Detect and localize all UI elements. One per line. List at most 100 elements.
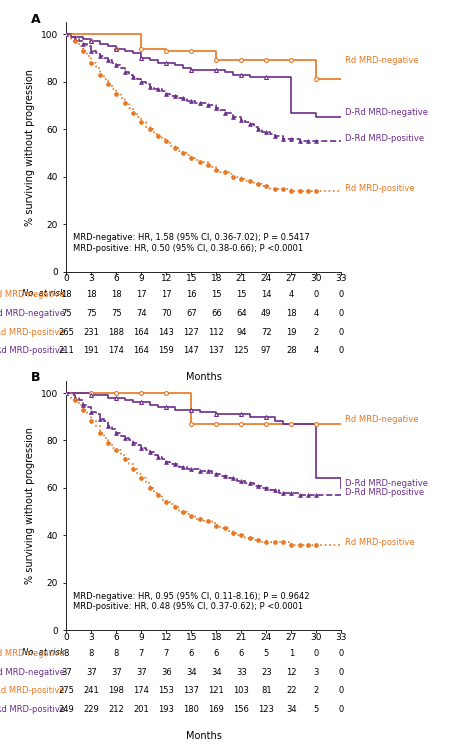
Text: 137: 137 xyxy=(208,346,224,355)
Text: 49: 49 xyxy=(261,309,272,318)
Text: 18: 18 xyxy=(61,291,72,300)
Text: 153: 153 xyxy=(158,686,174,695)
Text: 37: 37 xyxy=(111,667,122,676)
Text: 180: 180 xyxy=(183,705,199,714)
Y-axis label: % surviving without progression: % surviving without progression xyxy=(25,427,35,584)
Text: 241: 241 xyxy=(83,686,99,695)
Text: 28: 28 xyxy=(286,346,297,355)
Text: 24: 24 xyxy=(261,274,272,283)
Text: Rd MRD-negative: Rd MRD-negative xyxy=(0,649,65,658)
Text: Rd MRD-positive: Rd MRD-positive xyxy=(0,686,65,695)
Text: 127: 127 xyxy=(183,327,199,336)
Text: 3: 3 xyxy=(314,667,319,676)
Text: 33: 33 xyxy=(236,667,246,676)
Text: 164: 164 xyxy=(133,346,149,355)
Text: 147: 147 xyxy=(183,346,199,355)
Text: 8: 8 xyxy=(64,649,69,658)
Text: 0: 0 xyxy=(338,667,344,676)
Text: 0: 0 xyxy=(338,686,344,695)
Text: 4: 4 xyxy=(314,309,319,318)
Text: 3: 3 xyxy=(89,633,94,642)
Text: 15: 15 xyxy=(186,274,197,283)
Text: 7: 7 xyxy=(139,649,144,658)
Text: 159: 159 xyxy=(158,346,174,355)
Text: 8: 8 xyxy=(89,649,94,658)
Text: 231: 231 xyxy=(83,327,99,336)
Text: MRD-negative: HR, 1.58 (95% CI, 0.36-7.02); P = 0.5417
MRD-positive: HR, 0.50 (9: MRD-negative: HR, 1.58 (95% CI, 0.36-7.0… xyxy=(73,233,310,252)
Text: 16: 16 xyxy=(186,291,197,300)
Text: A: A xyxy=(31,13,40,25)
Text: 30: 30 xyxy=(310,274,322,283)
Text: Rd MRD-positive: Rd MRD-positive xyxy=(346,538,415,547)
Text: 74: 74 xyxy=(136,309,146,318)
Text: 18: 18 xyxy=(210,633,222,642)
Text: 34: 34 xyxy=(211,667,222,676)
Text: 121: 121 xyxy=(209,686,224,695)
Text: 0: 0 xyxy=(314,291,319,300)
Text: 36: 36 xyxy=(161,667,172,676)
Text: 17: 17 xyxy=(161,291,172,300)
Text: D-Rd MRD-negative: D-Rd MRD-negative xyxy=(0,309,65,318)
Text: 0: 0 xyxy=(64,633,69,642)
Text: 33: 33 xyxy=(336,274,347,283)
Text: 4: 4 xyxy=(289,291,294,300)
Text: 12: 12 xyxy=(286,667,297,676)
Text: D-Rd MRD-positive: D-Rd MRD-positive xyxy=(346,488,425,497)
Text: Months: Months xyxy=(186,372,222,382)
Text: Rd MRD-positive: Rd MRD-positive xyxy=(0,327,65,336)
Text: 72: 72 xyxy=(261,327,272,336)
Text: 249: 249 xyxy=(58,705,74,714)
Text: 34: 34 xyxy=(186,667,197,676)
Text: 66: 66 xyxy=(211,309,222,318)
Text: Rd MRD-negative: Rd MRD-negative xyxy=(0,291,65,300)
Text: 37: 37 xyxy=(86,667,97,676)
Text: 137: 137 xyxy=(183,686,200,695)
Text: 18: 18 xyxy=(210,274,222,283)
Text: 193: 193 xyxy=(158,705,174,714)
Text: 19: 19 xyxy=(286,327,297,336)
Text: 27: 27 xyxy=(286,633,297,642)
Text: B: B xyxy=(31,372,40,384)
Text: 14: 14 xyxy=(261,291,272,300)
Text: 5: 5 xyxy=(314,705,319,714)
Text: 0: 0 xyxy=(64,274,69,283)
Text: Months: Months xyxy=(186,731,222,741)
Text: 21: 21 xyxy=(236,633,247,642)
Text: 2: 2 xyxy=(314,327,319,336)
Text: MRD-negative: HR, 0.95 (95% CI, 0.11-8.16); P = 0.9642
MRD-positive: HR, 0.48 (9: MRD-negative: HR, 0.95 (95% CI, 0.11-8.1… xyxy=(73,592,310,611)
Text: 265: 265 xyxy=(58,327,74,336)
Text: 0: 0 xyxy=(338,309,344,318)
Text: 191: 191 xyxy=(83,346,99,355)
Text: Rd MRD-negative: Rd MRD-negative xyxy=(346,56,419,65)
Text: D-Rd MRD-negative: D-Rd MRD-negative xyxy=(346,108,428,117)
Text: 21: 21 xyxy=(236,274,247,283)
Text: 6: 6 xyxy=(238,649,244,658)
Text: 18: 18 xyxy=(86,291,97,300)
Text: D-Rd MRD-negative: D-Rd MRD-negative xyxy=(0,667,65,676)
Text: 9: 9 xyxy=(138,633,144,642)
Text: 37: 37 xyxy=(61,667,72,676)
Text: 188: 188 xyxy=(109,327,124,336)
Text: 27: 27 xyxy=(286,274,297,283)
Text: No. at risk: No. at risk xyxy=(22,289,65,298)
Text: 103: 103 xyxy=(233,686,249,695)
Text: 275: 275 xyxy=(58,686,74,695)
Text: 8: 8 xyxy=(114,649,119,658)
Text: 18: 18 xyxy=(111,291,122,300)
Text: D-Rd MRD-positive: D-Rd MRD-positive xyxy=(346,134,425,143)
Text: 6: 6 xyxy=(214,649,219,658)
Text: 22: 22 xyxy=(286,686,297,695)
Text: 143: 143 xyxy=(158,327,174,336)
Text: D-Rd MRD-positive: D-Rd MRD-positive xyxy=(0,705,65,714)
Text: 0: 0 xyxy=(338,705,344,714)
Text: 2: 2 xyxy=(314,686,319,695)
Text: 229: 229 xyxy=(83,705,99,714)
Text: No. at risk: No. at risk xyxy=(22,648,65,657)
Text: D-Rd MRD-negative: D-Rd MRD-negative xyxy=(346,479,428,488)
Text: 15: 15 xyxy=(236,291,246,300)
Text: 0: 0 xyxy=(338,291,344,300)
Text: 70: 70 xyxy=(161,309,172,318)
Text: 34: 34 xyxy=(286,705,297,714)
Text: 12: 12 xyxy=(161,633,172,642)
Text: 81: 81 xyxy=(261,686,272,695)
